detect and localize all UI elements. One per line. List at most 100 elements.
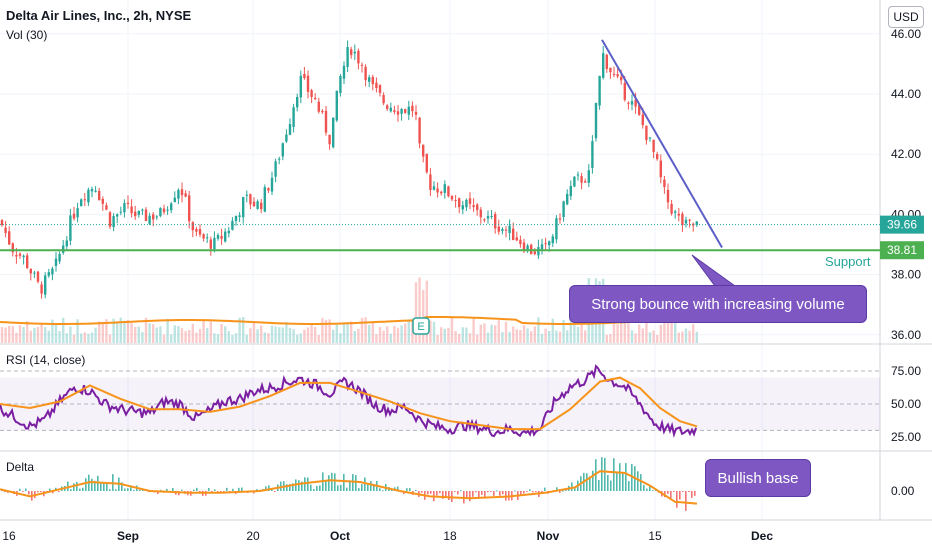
- volume-bar: [29, 330, 32, 343]
- candle-body: [620, 76, 623, 81]
- candle-body: [393, 110, 396, 112]
- volume-bar: [260, 325, 263, 343]
- currency-button[interactable]: USD: [888, 6, 924, 28]
- pane-borders: [0, 0, 932, 521]
- volume-bar: [454, 331, 457, 343]
- volume-bar: [497, 320, 500, 343]
- delta-bar: [514, 490, 516, 492]
- delta-bar: [406, 488, 408, 491]
- volume-bar: [137, 326, 140, 343]
- callout-bullish-base[interactable]: Bullish base: [705, 459, 811, 497]
- volume-bar: [180, 328, 184, 343]
- candle-body: [40, 284, 43, 294]
- delta-bar: [79, 488, 81, 491]
- candle-body: [645, 125, 648, 141]
- volume-bar: [324, 319, 328, 343]
- delta-bar: [91, 478, 93, 491]
- candle-body: [573, 176, 576, 187]
- candle-body: [537, 247, 540, 256]
- callout-volume-bounce[interactable]: Strong bounce with increasing volume: [569, 285, 867, 323]
- volume-bar: [551, 318, 554, 343]
- volume-bar: [612, 322, 616, 343]
- delta-bar: [484, 491, 486, 499]
- volume-bar: [692, 324, 695, 343]
- volume-bar: [87, 333, 90, 343]
- candle-body: [332, 117, 335, 148]
- delta-bar: [466, 491, 468, 499]
- price-tick-label: 44.00: [891, 87, 921, 101]
- volume-bar: [173, 325, 176, 343]
- candle-body: [641, 114, 644, 126]
- delta-bar: [604, 457, 606, 491]
- volume-bar: [170, 334, 173, 343]
- candle-body: [422, 144, 425, 157]
- delta-bar: [25, 488, 27, 491]
- volume-bar: [339, 333, 342, 343]
- volume-bar: [206, 328, 209, 343]
- volume-bar: [33, 327, 36, 343]
- delta-bar: [379, 488, 381, 491]
- volume-bar: [422, 289, 425, 343]
- volume-bar: [245, 334, 248, 343]
- candle-body: [29, 268, 32, 274]
- volume-bar: [357, 328, 360, 343]
- volume-bar: [198, 328, 202, 343]
- volume-bar: [386, 326, 389, 343]
- candle-body: [220, 235, 223, 239]
- candle-body: [87, 189, 90, 203]
- volume-bar: [396, 327, 400, 343]
- candle-body: [404, 109, 407, 113]
- delta-bar: [226, 487, 228, 491]
- delta-bar: [559, 491, 561, 493]
- delta-bar: [499, 491, 501, 496]
- delta-bar: [442, 491, 444, 499]
- volume-bar: [659, 324, 662, 343]
- candle-body: [155, 216, 158, 218]
- volume-bar: [80, 333, 83, 343]
- delta-bar: [358, 488, 360, 491]
- delta-bar: [601, 457, 603, 491]
- delta-bar: [688, 491, 690, 493]
- volume-bar: [314, 326, 317, 343]
- delta-bar: [319, 485, 321, 491]
- candle-body: [360, 64, 364, 66]
- delta-bar: [241, 487, 243, 491]
- volume-bar: [116, 323, 119, 343]
- delta-bar: [535, 491, 537, 493]
- support-price-badge-label: 38.81: [887, 243, 917, 257]
- volume-bar: [684, 328, 688, 343]
- candle-body: [152, 214, 155, 220]
- candle-body: [0, 220, 4, 226]
- delta-indicator-label[interactable]: Delta: [6, 460, 35, 474]
- candle-body: [180, 189, 184, 196]
- rsi-indicator-label[interactable]: RSI (14, close): [6, 353, 86, 367]
- candle-body: [15, 254, 18, 257]
- candle-body: [378, 85, 382, 93]
- candle-body: [202, 234, 205, 239]
- candle-body: [634, 99, 637, 107]
- volume-bar: [490, 324, 493, 343]
- candle-body: [605, 54, 608, 69]
- volume-bar: [18, 325, 22, 343]
- candle-body: [234, 215, 238, 222]
- candle-body: [166, 209, 169, 211]
- delta-bar: [265, 486, 267, 491]
- candle-body: [414, 111, 418, 115]
- volume-indicator-label[interactable]: Vol (30): [6, 28, 48, 42]
- delta-bar: [445, 491, 447, 497]
- candle-body: [558, 218, 562, 220]
- volume-bar: [458, 333, 461, 343]
- volume-bar: [436, 334, 439, 343]
- volume-bar: [342, 322, 346, 343]
- candle-body: [69, 215, 72, 241]
- volume-bar: [450, 317, 454, 343]
- delta-bar: [607, 475, 609, 491]
- delta-bar: [676, 491, 678, 508]
- candle-body: [548, 241, 551, 246]
- candle-body: [598, 75, 601, 106]
- volume-bar: [508, 331, 511, 343]
- candle-body: [504, 229, 508, 231]
- volume-bar: [440, 327, 443, 343]
- candle-body: [490, 216, 493, 218]
- delta-bar: [313, 488, 315, 491]
